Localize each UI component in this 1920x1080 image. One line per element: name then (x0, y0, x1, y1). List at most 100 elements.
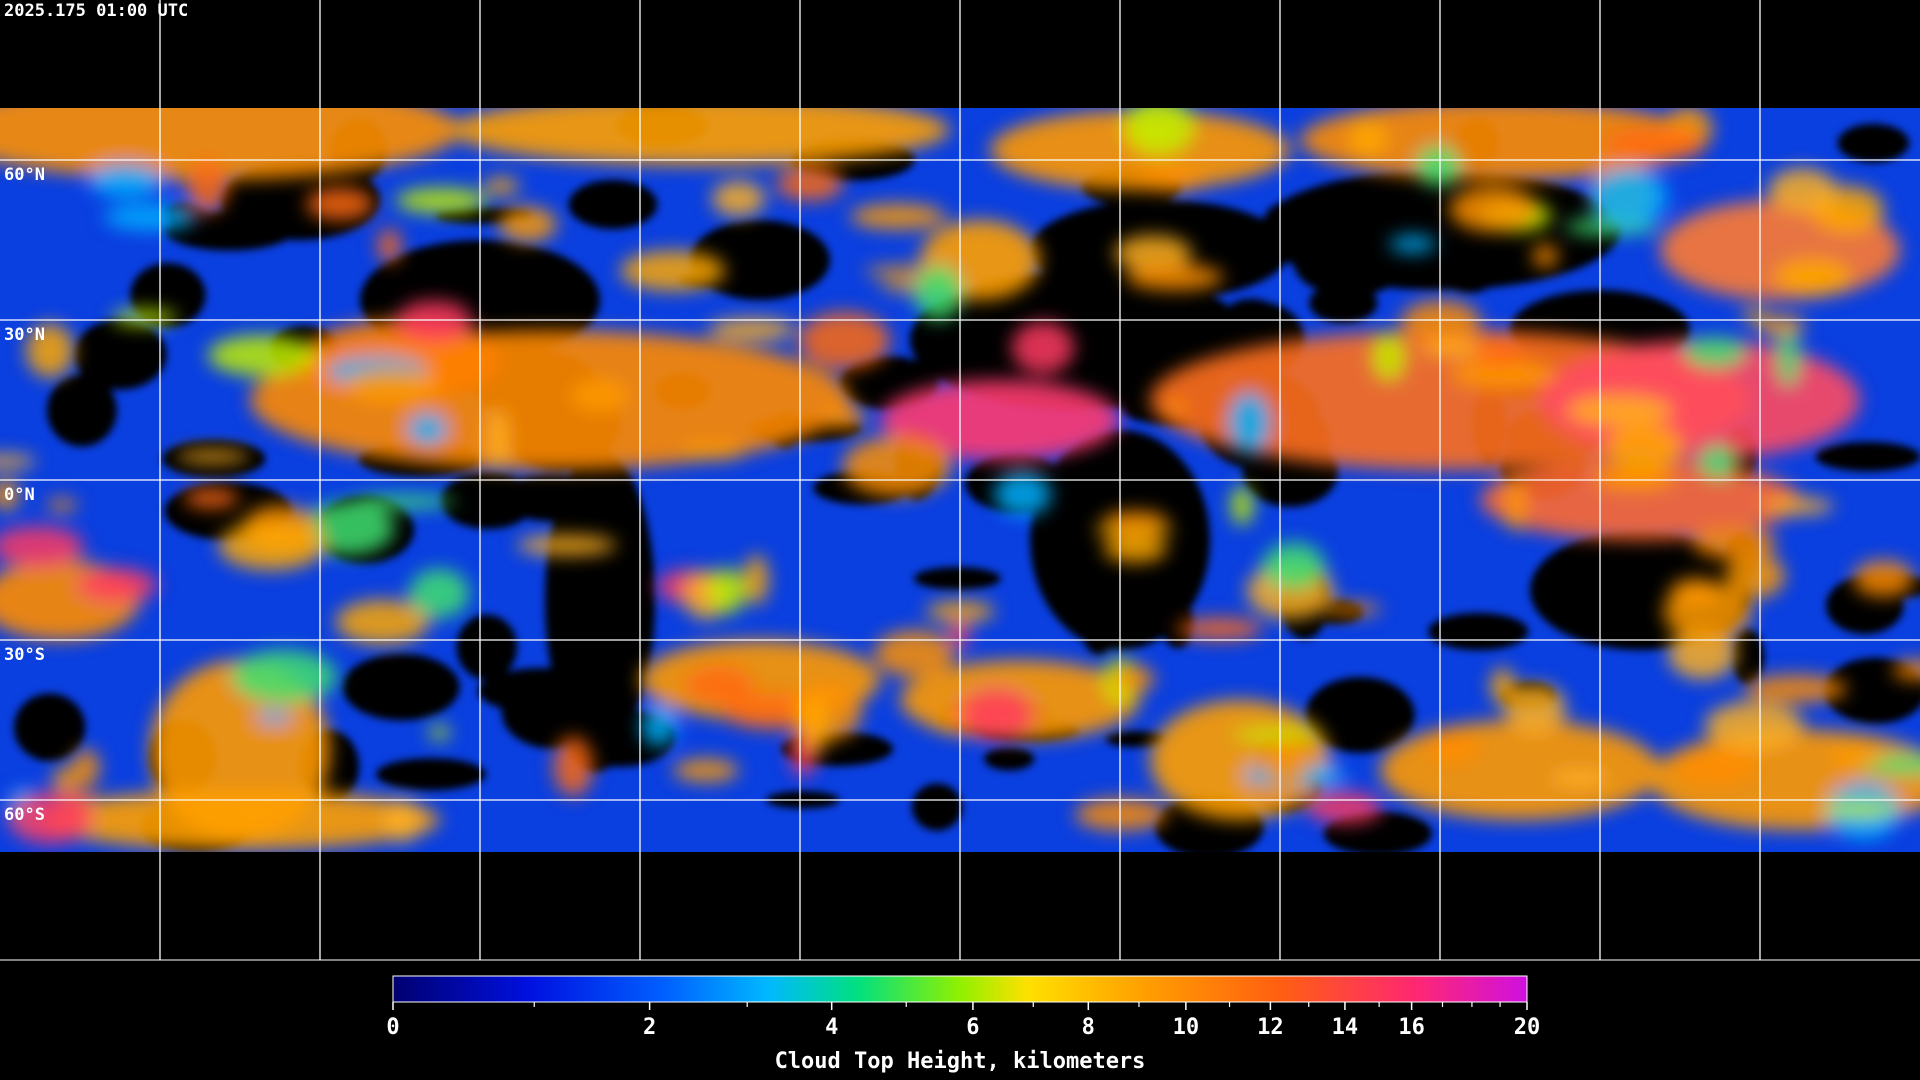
cloud-field (711, 180, 766, 217)
cloud-field (1892, 659, 1920, 680)
cloud-field (880, 380, 1120, 460)
cloud-field (708, 318, 796, 341)
colorbar-tick-label: 16 (1398, 1015, 1425, 1040)
cloud-field (0, 479, 20, 511)
cloud-field (1124, 108, 1195, 155)
cloud-field (1762, 497, 1834, 515)
cloud-field (351, 494, 455, 510)
colorbar-tick-label: 14 (1332, 1015, 1359, 1040)
clear-area (342, 653, 460, 721)
colorbar-tick-label: 6 (966, 1015, 979, 1040)
clear-area (376, 758, 486, 791)
clear-area (1731, 628, 1765, 685)
cloud-field (1111, 665, 1155, 693)
cloud-field (1505, 477, 1526, 532)
cloud-field (1011, 321, 1075, 374)
cloud-field (1373, 333, 1405, 380)
cloud-field (335, 599, 430, 645)
cloud-field (1758, 315, 1806, 337)
cloud-field (111, 309, 177, 326)
cloud-field (874, 630, 955, 678)
colorbar-tick-label: 0 (386, 1015, 399, 1040)
cloud-field (842, 436, 952, 497)
cloud-field (1176, 617, 1263, 640)
cloud-field (708, 568, 747, 614)
cloud-field (0, 454, 36, 469)
cloud-field (395, 187, 488, 214)
cloud-field (0, 526, 84, 568)
cloud-field (1704, 701, 1804, 750)
cloud-field (428, 725, 451, 740)
cloud-field (1668, 628, 1738, 680)
cloud-field (640, 706, 678, 747)
colorbar-tick-label: 4 (825, 1015, 838, 1040)
clear-area (1228, 298, 1274, 320)
clear-area (456, 614, 518, 680)
clear-area (513, 307, 586, 337)
cloud-field (483, 177, 520, 195)
cloud-field (1228, 391, 1271, 454)
clear-area (73, 319, 167, 390)
cloud-field (553, 736, 593, 797)
cloud-field (1743, 674, 1847, 703)
cloud-field (1306, 791, 1383, 824)
cloud-field (377, 228, 402, 264)
cloud-field (230, 649, 338, 704)
colorbar-axis: 0 2 4 6 8 10 12 14 16 20 (386, 1002, 1540, 1040)
cloud-field (1725, 553, 1785, 599)
cloud-field (1852, 560, 1915, 597)
cloud-field (1401, 300, 1481, 342)
cloud-field (207, 334, 316, 377)
cloud-field (1829, 744, 1883, 769)
cloud-field (46, 498, 78, 512)
cloud-field (1449, 186, 1538, 232)
clear-area (164, 210, 295, 251)
cloud-field (570, 378, 629, 413)
cloud-field (1776, 331, 1800, 387)
cloud-field (1683, 336, 1746, 368)
colorbar-tick-label: 10 (1173, 1015, 1200, 1040)
cloud-field (1672, 747, 1760, 786)
cloud-field (776, 166, 844, 201)
cloud-field (1474, 335, 1525, 367)
cloud-field (450, 108, 950, 165)
cloud-field (1774, 258, 1852, 295)
cloud-field (1590, 167, 1668, 227)
cloud-field (1324, 602, 1382, 616)
cloud-field (1692, 526, 1777, 560)
cloud-field (1135, 165, 1207, 192)
cloud-field (1416, 145, 1461, 187)
cloud-field (821, 404, 866, 430)
graticule: 60°N 30°N 0°N 30°S 60°S (0, 0, 1920, 961)
cloud-field (684, 665, 755, 706)
cloud-field (913, 265, 963, 320)
latitude-label: 30°S (4, 645, 45, 665)
cloud-field (1265, 746, 1308, 787)
cloud-field (40, 790, 440, 850)
cloud-field (1426, 728, 1480, 765)
cloud-field (994, 472, 1051, 517)
cloud-field (1605, 424, 1683, 470)
clear-area (1294, 230, 1408, 296)
clear-area (1815, 441, 1920, 472)
cloud-field (516, 535, 617, 556)
cloud-field (1549, 769, 1610, 787)
cloud-field (1741, 309, 1769, 323)
cloud-field (680, 442, 746, 461)
clear-area (984, 747, 1035, 771)
colorbar-title: Cloud Top Height, kilometers (775, 1049, 1146, 1074)
clear-area (911, 783, 963, 831)
cloud-field (1164, 398, 1187, 417)
cloud-field (408, 413, 447, 446)
cloud-field (497, 206, 557, 243)
cloud-field (8, 792, 93, 845)
cloud-field (1230, 485, 1254, 526)
cloud-field (1389, 235, 1437, 253)
cloud-field (1103, 534, 1168, 563)
cloud-field (176, 449, 250, 463)
cloud-field (395, 300, 473, 343)
clear-area (1837, 123, 1910, 163)
clear-area (1446, 271, 1492, 293)
cloud-field (486, 409, 510, 469)
